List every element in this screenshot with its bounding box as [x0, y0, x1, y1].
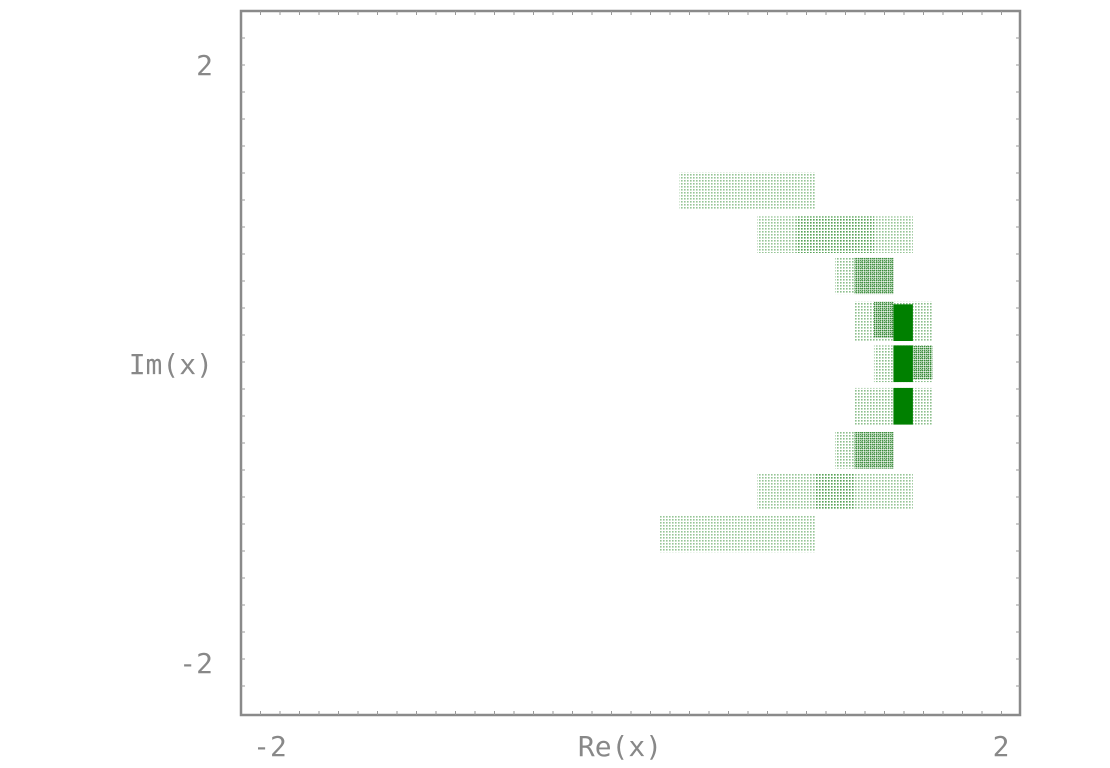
y-tick-label: 2	[196, 49, 213, 82]
x-axis-label: Re(x)	[578, 730, 662, 763]
heatmap-cell	[893, 345, 913, 383]
x-axis: -2 Re(x) 2	[253, 730, 1009, 763]
heatmap-cell	[854, 257, 894, 295]
y-axis: 2 Im(x) -2	[129, 49, 213, 680]
y-axis-label: Im(x)	[129, 348, 213, 381]
heatmap-cell	[912, 345, 933, 380]
x-tick-label: 2	[993, 730, 1010, 763]
plot-area	[239, 9, 1022, 717]
x-tick-label: -2	[253, 730, 287, 763]
heatmap-cell	[893, 387, 913, 425]
heatmap-cell	[796, 216, 874, 253]
heatmap-cell	[815, 473, 855, 510]
heatmap-cell	[659, 515, 816, 553]
heatmap-cells	[659, 172, 933, 553]
y-tick-label: -2	[179, 647, 213, 680]
heatmap-cell	[873, 301, 894, 339]
heatmap-cell	[893, 304, 913, 341]
frame-ticks	[241, 11, 1020, 715]
heatmap-cell	[854, 431, 894, 469]
heatmap-cell	[679, 172, 816, 209]
